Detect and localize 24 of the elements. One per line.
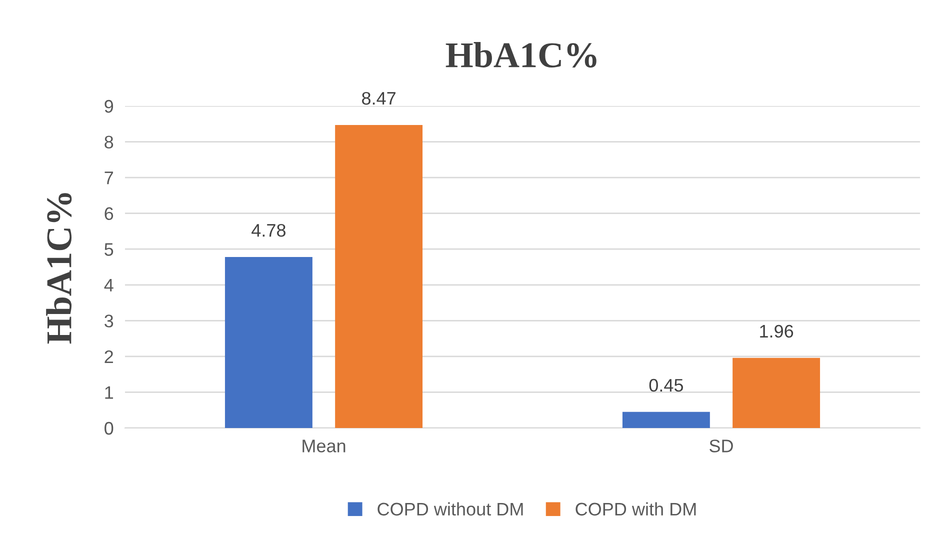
legend-label: COPD without DM <box>378 502 523 516</box>
chart-title: HbA1C% <box>446 42 596 68</box>
x-tick-label: SD <box>710 440 733 452</box>
y-tick-label: 5 <box>104 243 114 256</box>
bar <box>732 358 820 428</box>
y-tick-label: 0 <box>104 422 114 435</box>
data-label: 1.96 <box>760 324 794 338</box>
y-tick-label: 3 <box>104 314 114 328</box>
y-axis-title: HbA1C% <box>46 193 72 344</box>
legend-label: COPD with DM <box>576 502 696 516</box>
y-tick-label: 8 <box>104 136 114 148</box>
y-tick-label: 6 <box>104 207 114 220</box>
data-label: 0.45 <box>649 378 684 392</box>
y-tick-label: 7 <box>104 172 113 184</box>
y-tick-label: 9 <box>104 100 114 113</box>
y-tick-label: 2 <box>104 350 113 363</box>
data-label: 4.78 <box>252 224 286 237</box>
bar <box>622 412 710 428</box>
data-label: 8.47 <box>362 92 396 105</box>
y-tick-label: 4 <box>104 279 114 292</box>
x-tick-label: Mean <box>302 440 346 452</box>
y-tick-label: 1 <box>105 386 114 399</box>
bar <box>335 124 423 428</box>
bar <box>224 256 312 428</box>
